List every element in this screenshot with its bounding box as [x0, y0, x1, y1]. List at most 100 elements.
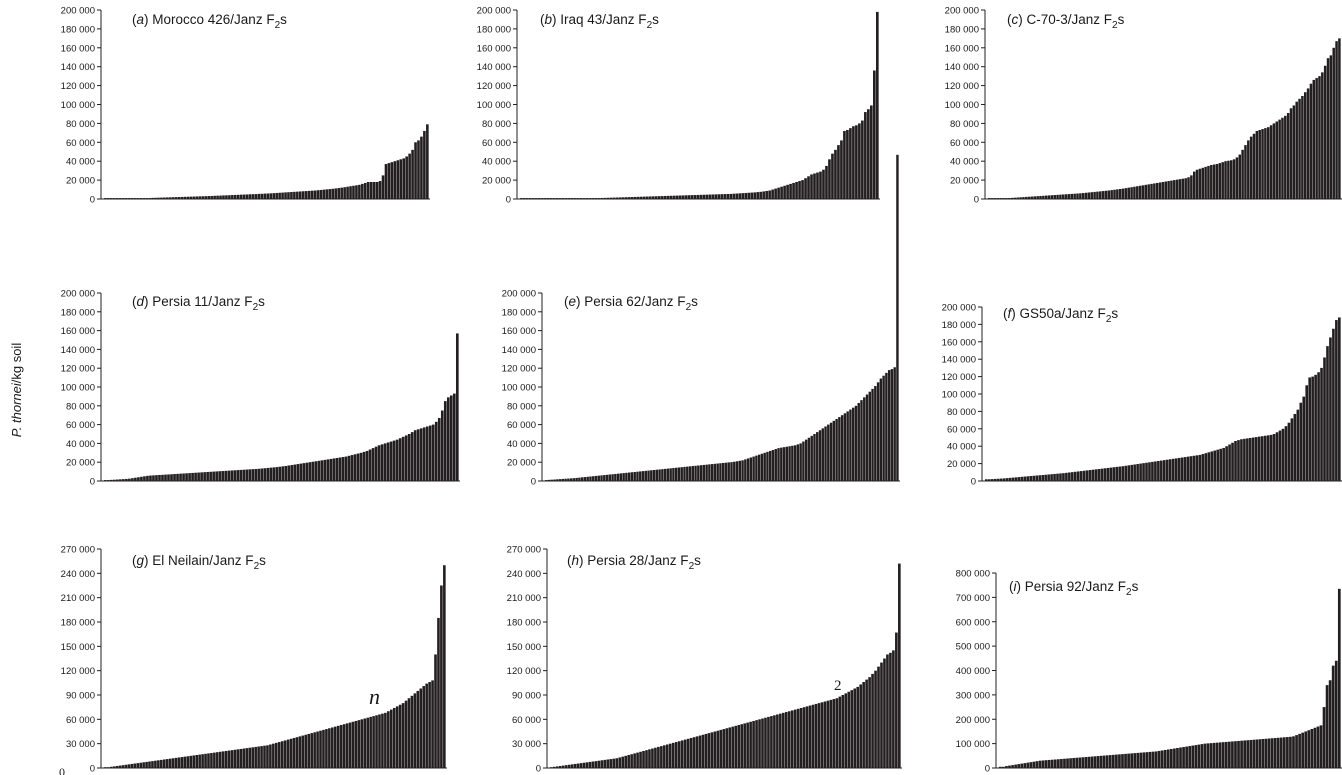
bar	[534, 198, 538, 199]
bar	[1213, 450, 1217, 481]
bar	[597, 198, 601, 199]
bar	[145, 198, 148, 199]
bar	[758, 719, 761, 768]
bar	[630, 197, 634, 199]
bar	[364, 182, 367, 199]
bar	[570, 764, 574, 768]
bar	[1148, 751, 1152, 768]
y-tick-label: 90 000	[66, 691, 95, 702]
bar	[618, 757, 622, 768]
bar	[1225, 446, 1228, 481]
bar	[1334, 660, 1338, 768]
bar	[127, 198, 131, 199]
bar	[786, 184, 789, 199]
bar	[185, 473, 188, 481]
bar	[799, 443, 802, 481]
panel-c: 0 20 000 40 000 60 000 80 000 100 000 120 000 1…	[945, 6, 1342, 206]
bar	[1183, 457, 1187, 481]
bar	[711, 194, 715, 199]
bar	[121, 765, 125, 768]
bar	[1275, 432, 1279, 481]
bar	[1075, 757, 1079, 768]
bar	[788, 446, 791, 481]
bar	[1282, 737, 1286, 768]
y-tick-label: 300 000	[956, 690, 990, 701]
bar	[861, 120, 864, 199]
bar	[735, 461, 739, 481]
y-tick-label: 240 000	[507, 569, 541, 580]
bar	[546, 198, 550, 199]
bar	[201, 754, 204, 768]
bar	[591, 198, 595, 199]
bar	[550, 767, 553, 768]
bar	[1221, 162, 1224, 199]
bar	[278, 192, 281, 199]
bar	[677, 467, 681, 481]
bar	[1026, 476, 1030, 481]
bar	[207, 753, 210, 768]
bar	[1216, 449, 1220, 481]
bar	[564, 478, 567, 481]
bar	[112, 766, 116, 768]
y-tick-label: 20 000	[950, 176, 979, 187]
bar	[651, 196, 655, 199]
bar	[630, 472, 634, 481]
bar	[353, 454, 357, 481]
bar	[747, 192, 751, 199]
y-tick-label: 80 000	[507, 401, 536, 412]
bar	[1204, 166, 1207, 199]
bar	[1022, 197, 1025, 199]
bar	[746, 722, 749, 768]
bar	[1247, 140, 1250, 199]
bar	[690, 195, 694, 199]
bar	[1099, 191, 1102, 199]
y-tick-label: 40 000	[507, 439, 536, 450]
bar	[1002, 766, 1005, 768]
bar	[387, 711, 390, 768]
bar	[558, 765, 562, 768]
bar	[410, 432, 414, 481]
bar	[633, 471, 636, 481]
bar	[257, 468, 261, 481]
bar	[683, 466, 686, 481]
bar	[1124, 465, 1128, 481]
bar	[1013, 197, 1017, 199]
bar	[139, 762, 142, 768]
bar	[773, 715, 776, 768]
bar	[283, 740, 287, 768]
bar	[589, 476, 592, 481]
bar	[212, 471, 215, 481]
bar	[239, 194, 243, 199]
bar	[1155, 182, 1159, 199]
bar	[625, 472, 628, 481]
bar	[648, 749, 651, 768]
bar	[180, 196, 184, 199]
bar	[1266, 435, 1270, 481]
bar	[660, 196, 664, 199]
bar	[197, 472, 200, 481]
panel-b: 0 20 000 40 000 60 000 80 000 100 000 120 000 1…	[477, 6, 880, 206]
y-tick-label: 150 000	[61, 642, 95, 653]
bar	[558, 479, 562, 481]
bar	[1025, 196, 1028, 199]
bar	[142, 762, 145, 768]
bar	[158, 474, 161, 481]
bar	[782, 447, 786, 481]
bar	[1091, 469, 1095, 481]
bar	[287, 465, 291, 481]
bar	[344, 456, 348, 481]
bar	[1074, 471, 1077, 481]
bar	[316, 190, 320, 199]
bar	[696, 194, 700, 199]
bar	[710, 464, 714, 481]
bar	[592, 476, 595, 481]
bar	[705, 194, 709, 199]
bar	[852, 126, 855, 199]
bar	[1071, 472, 1074, 481]
bar	[985, 479, 988, 481]
bar	[1279, 737, 1283, 768]
bar	[824, 426, 827, 481]
bar	[650, 470, 653, 481]
bar	[588, 761, 592, 768]
